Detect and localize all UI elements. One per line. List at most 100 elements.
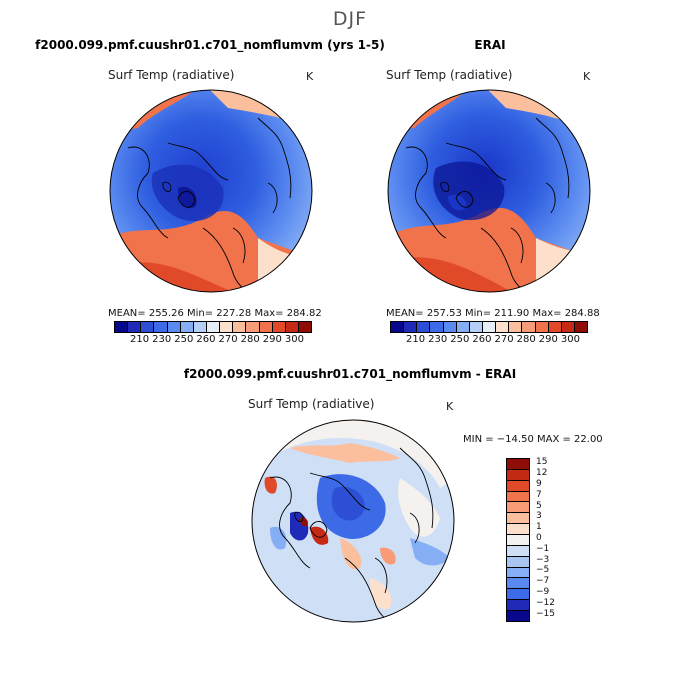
diff-colorbar-label: −3	[536, 554, 550, 565]
colorbar-swatch	[535, 322, 549, 332]
diff-colorbar-swatch	[507, 556, 529, 568]
colorbar-swatch	[285, 322, 299, 332]
diff-colorbar-swatch	[507, 513, 529, 525]
panel1-colorbar-ticks: 210 230 250 260 270 280 290 300	[114, 333, 312, 345]
colorbar-swatch	[391, 322, 405, 332]
panel2-colorbar-swatches	[390, 321, 588, 333]
colorbar-tick-label: 280	[240, 334, 260, 345]
colorbar-swatch	[167, 322, 181, 332]
panel2-polar-map	[387, 89, 591, 293]
diff-colorbar-swatch	[507, 545, 529, 557]
diff-colorbar-label: −5	[536, 565, 550, 576]
colorbar-tick-label: 210	[406, 334, 426, 345]
panel2-colorbar-ticks: 210 230 250 260 270 280 290 300	[390, 333, 588, 345]
panel3-units: K	[446, 400, 454, 413]
colorbar-swatch	[469, 322, 483, 332]
diff-colorbar-swatch	[507, 600, 529, 612]
panel1-stats: MEAN= 255.26 Min= 227.28 Max= 284.82	[108, 308, 322, 319]
diff-colorbar-swatch	[507, 611, 529, 621]
diff-colorbar-swatch	[507, 578, 529, 590]
colorbar-swatch	[246, 322, 260, 332]
colorbar-tick-label: 290	[538, 334, 558, 345]
panel2-stats: MEAN= 257.53 Min= 211.90 Max= 284.88	[386, 308, 600, 319]
colorbar-swatch	[154, 322, 168, 332]
diff-colorbar-swatch	[507, 524, 529, 536]
colorbar-swatch	[404, 322, 418, 332]
colorbar-swatch	[220, 322, 234, 332]
colorbar-tick-label: 230	[152, 334, 172, 345]
colorbar-tick-label: 280	[516, 334, 536, 345]
colorbar-swatch	[233, 322, 247, 332]
colorbar-swatch	[456, 322, 470, 332]
season-title: DJF	[332, 8, 368, 30]
diff-colorbar-label: 5	[536, 500, 542, 511]
diff-colorbar-label: −1	[536, 543, 550, 554]
colorbar-tick-label: 270	[494, 334, 514, 345]
panel2-variable: Surf Temp (radiative)	[386, 68, 513, 82]
panel3-colorbar-labels: 15 12 9 7 5 3 1 0 −1 −3 −5 −7 −9 −12 −15	[536, 457, 576, 620]
colorbar-swatch	[180, 322, 194, 332]
panel1-variable: Surf Temp (radiative)	[108, 68, 235, 82]
panel3-polar-map	[251, 419, 455, 623]
colorbar-swatch	[259, 322, 273, 332]
colorbar-swatch	[574, 322, 588, 332]
colorbar-tick-label: 210	[130, 334, 150, 345]
colorbar-tick-label: 300	[284, 334, 304, 345]
diff-colorbar-label: 1	[536, 522, 542, 533]
colorbar-tick-label: 230	[428, 334, 448, 345]
colorbar-tick-label: 300	[560, 334, 580, 345]
colorbar-swatch	[298, 322, 312, 332]
panel3-colorbar	[506, 458, 530, 622]
colorbar-swatch	[141, 322, 155, 332]
panel3-variable: Surf Temp (radiative)	[248, 397, 375, 411]
diff-colorbar-swatch	[507, 469, 529, 481]
colorbar-swatch	[193, 322, 207, 332]
diff-colorbar-label: −7	[536, 576, 550, 587]
diff-colorbar-label: 7	[536, 489, 542, 500]
colorbar-swatch	[496, 322, 510, 332]
colorbar-tick-label: 250	[174, 334, 194, 345]
colorbar-swatch	[430, 322, 444, 332]
panel1-colorbar: 210 230 250 260 270 280 290 300	[114, 321, 312, 345]
colorbar-swatch	[522, 322, 536, 332]
panel2-units: K	[583, 70, 591, 83]
panel1-polar-map	[109, 89, 313, 293]
colorbar-swatch	[272, 322, 286, 332]
panel2-colorbar: 210 230 250 260 270 280 290 300	[390, 321, 588, 345]
colorbar-swatch	[482, 322, 497, 332]
colorbar-swatch	[548, 322, 562, 332]
diff-colorbar-swatch	[507, 535, 529, 546]
colorbar-swatch	[561, 322, 575, 332]
panel3-stats: MIN = −14.50 MAX = 22.00	[463, 434, 603, 445]
diff-colorbar-swatch	[507, 589, 529, 601]
diff-colorbar-swatch	[507, 567, 529, 579]
panel1-units: K	[306, 70, 314, 83]
colorbar-swatch	[509, 322, 523, 332]
colorbar-tick-label: 270	[218, 334, 238, 345]
diff-colorbar-swatch	[507, 502, 529, 514]
diff-colorbar-swatch	[507, 480, 529, 492]
diff-colorbar-label: −12	[536, 597, 555, 608]
diff-colorbar-label: 15	[536, 457, 548, 468]
diff-colorbar-label: 0	[536, 533, 542, 543]
diff-colorbar-label: −9	[536, 587, 550, 597]
colorbar-swatch	[443, 322, 457, 332]
diff-colorbar-label: 9	[536, 479, 542, 489]
colorbar-tick-label: 260	[196, 334, 216, 345]
panel1-title: f2000.099.pmf.cuushr01.c701_nomflumvm (y…	[35, 38, 385, 52]
colorbar-swatch	[206, 322, 221, 332]
diff-colorbar-label: −15	[536, 608, 555, 619]
diff-colorbar-swatch	[507, 491, 529, 503]
colorbar-tick-label: 290	[262, 334, 282, 345]
colorbar-swatch	[417, 322, 431, 332]
panel2-title: ERAI	[474, 38, 506, 52]
colorbar-tick-label: 250	[450, 334, 470, 345]
colorbar-swatch	[115, 322, 129, 332]
colorbar-swatch	[128, 322, 142, 332]
diff-colorbar-label: 12	[536, 468, 548, 479]
panel3-title: f2000.099.pmf.cuushr01.c701_nomflumvm - …	[183, 367, 517, 381]
diff-colorbar-label: 3	[536, 511, 542, 522]
diff-colorbar-swatch	[507, 459, 529, 470]
colorbar-tick-label: 260	[472, 334, 492, 345]
panel1-colorbar-swatches	[114, 321, 312, 333]
